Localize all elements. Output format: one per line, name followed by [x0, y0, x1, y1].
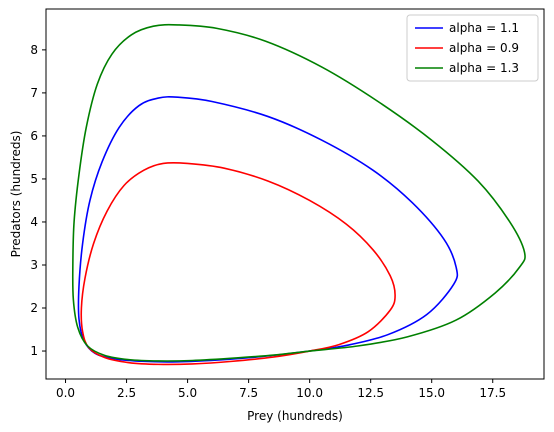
- x-axis-ticks: 0.0 2.5 5.0 7.5 10.0 12.5 15.0 17.5: [56, 379, 506, 400]
- legend: alpha = 1.1 alpha = 0.9 alpha = 1.3: [406, 14, 539, 82]
- y-tick-label: 8: [30, 43, 38, 57]
- x-tick-label: 10.0: [296, 386, 323, 400]
- y-tick-label: 2: [30, 301, 38, 315]
- series-line-0: [77, 96, 459, 363]
- x-axis-label: Prey (hundreds): [247, 409, 343, 423]
- y-tick-label: 6: [30, 129, 38, 143]
- y-tick-label: 1: [30, 344, 38, 358]
- legend-entry: alpha = 0.9: [449, 41, 519, 55]
- y-tick-label: 7: [30, 86, 38, 100]
- legend-entry: alpha = 1.3: [449, 61, 519, 75]
- x-tick-label: 2.5: [117, 386, 136, 400]
- series-line-1: [80, 161, 396, 366]
- x-tick-label: 15.0: [418, 386, 445, 400]
- series-lines: [71, 23, 526, 366]
- x-tick-label: 0.0: [56, 386, 75, 400]
- legend-entry: alpha = 1.1: [449, 21, 519, 35]
- x-tick-label: 5.0: [178, 386, 197, 400]
- y-axis-ticks: 1 2 3 4 5 6 7 8: [30, 43, 46, 358]
- legend-box: [406, 14, 539, 82]
- y-tick-label: 4: [30, 215, 38, 229]
- x-tick-label: 17.5: [479, 386, 506, 400]
- x-tick-label: 7.5: [239, 386, 258, 400]
- y-tick-label: 5: [30, 172, 38, 186]
- x-tick-label: 12.5: [357, 386, 384, 400]
- y-axis-label: Predators (hundreds): [9, 131, 23, 258]
- plot-frame: [45, 8, 545, 380]
- y-tick-label: 3: [30, 258, 38, 272]
- series-line-2: [71, 23, 526, 362]
